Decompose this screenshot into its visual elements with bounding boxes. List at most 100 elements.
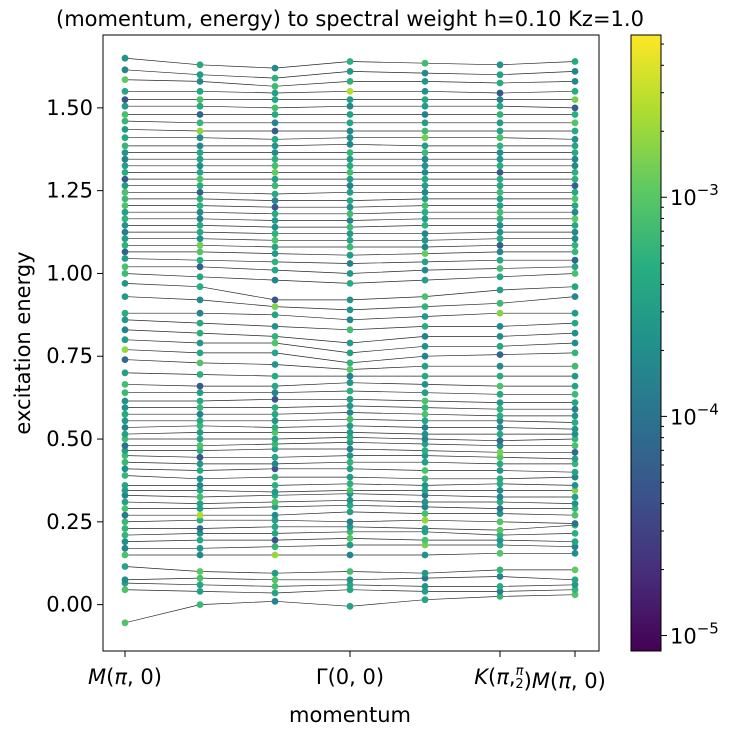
data-point <box>496 382 504 390</box>
data-point <box>271 465 279 473</box>
data-point <box>196 142 204 150</box>
data-point <box>496 405 504 413</box>
data-point <box>421 142 429 150</box>
data-point <box>496 256 504 264</box>
data-point <box>121 76 129 84</box>
data-point <box>571 482 579 489</box>
data-point <box>496 119 504 127</box>
data-point <box>346 203 354 211</box>
data-point <box>571 228 579 236</box>
data-point <box>196 182 204 190</box>
data-point <box>421 149 429 157</box>
data-point <box>196 453 204 461</box>
data-point <box>196 208 204 216</box>
data-point <box>496 111 504 118</box>
data-point <box>496 510 504 517</box>
data-point <box>121 215 129 223</box>
data-point <box>496 467 504 474</box>
data-point <box>271 435 279 443</box>
data-point <box>496 498 504 506</box>
data-point <box>271 276 279 284</box>
data-point <box>421 482 429 489</box>
data-point <box>571 425 579 433</box>
data-point <box>496 362 504 370</box>
data-point <box>571 460 579 468</box>
data-point <box>496 372 504 380</box>
data-point <box>571 127 579 135</box>
colorbar-tick-label: 10−3 <box>670 181 719 210</box>
data-point <box>271 64 279 72</box>
data-point <box>346 480 354 488</box>
data-point <box>271 516 279 524</box>
data-point <box>271 89 279 97</box>
data-point <box>421 491 429 499</box>
data-point <box>496 518 504 526</box>
data-point <box>496 222 504 229</box>
data-point <box>571 319 579 327</box>
data-point <box>121 551 129 559</box>
data-point <box>121 309 129 317</box>
data-point <box>196 296 204 304</box>
data-point <box>421 510 429 517</box>
data-point <box>421 342 429 350</box>
data-point <box>346 387 354 395</box>
data-point <box>421 503 429 511</box>
data-point <box>196 283 204 291</box>
data-point <box>571 493 579 501</box>
data-point <box>496 188 504 196</box>
data-point <box>196 516 204 524</box>
data-point <box>271 445 279 453</box>
data-point <box>271 551 279 559</box>
data-point <box>196 417 204 425</box>
data-point <box>421 195 429 203</box>
data-point <box>196 422 204 430</box>
data-point <box>496 566 504 574</box>
data-point <box>346 217 354 224</box>
data-point <box>196 96 204 103</box>
data-point <box>121 208 129 216</box>
data-point <box>196 482 204 489</box>
data-point <box>496 475 504 483</box>
x-tick-label: Γ(0, 0) <box>316 665 384 689</box>
data-point <box>271 361 279 368</box>
data-point <box>571 58 579 65</box>
data-point <box>571 188 579 196</box>
data-point <box>571 473 579 481</box>
data-point <box>196 61 204 69</box>
data-point <box>271 482 279 489</box>
data-point <box>121 491 129 499</box>
data-point <box>271 349 279 357</box>
data-point <box>496 235 504 243</box>
data-point <box>571 399 579 406</box>
y-axis: 0.00 0.25 0.50 0.75 1.00 1.25 1.50 <box>46 96 103 617</box>
data-point <box>121 346 129 353</box>
data-point <box>346 402 354 410</box>
data-point <box>196 87 204 95</box>
data-point <box>121 482 129 489</box>
data-point <box>496 417 504 425</box>
data-point <box>196 581 204 589</box>
data-point <box>496 195 504 203</box>
data-point <box>496 215 504 223</box>
data-point <box>271 583 279 590</box>
data-point <box>571 566 579 574</box>
data-point <box>421 525 429 532</box>
data-point <box>346 523 354 531</box>
data-point <box>571 104 579 112</box>
data-point <box>196 601 204 608</box>
data-point <box>346 535 354 542</box>
data-point <box>196 78 204 85</box>
data-point <box>496 351 504 358</box>
data-point <box>121 435 129 443</box>
data-point <box>496 162 504 170</box>
data-point <box>346 551 354 559</box>
data-point <box>571 435 579 443</box>
data-point <box>196 222 204 229</box>
data-point <box>196 397 204 405</box>
data-point <box>496 134 504 142</box>
data-point <box>121 538 129 546</box>
data-point <box>196 188 204 196</box>
data-point <box>571 78 579 85</box>
data-point <box>571 511 579 519</box>
data-point <box>121 175 129 183</box>
